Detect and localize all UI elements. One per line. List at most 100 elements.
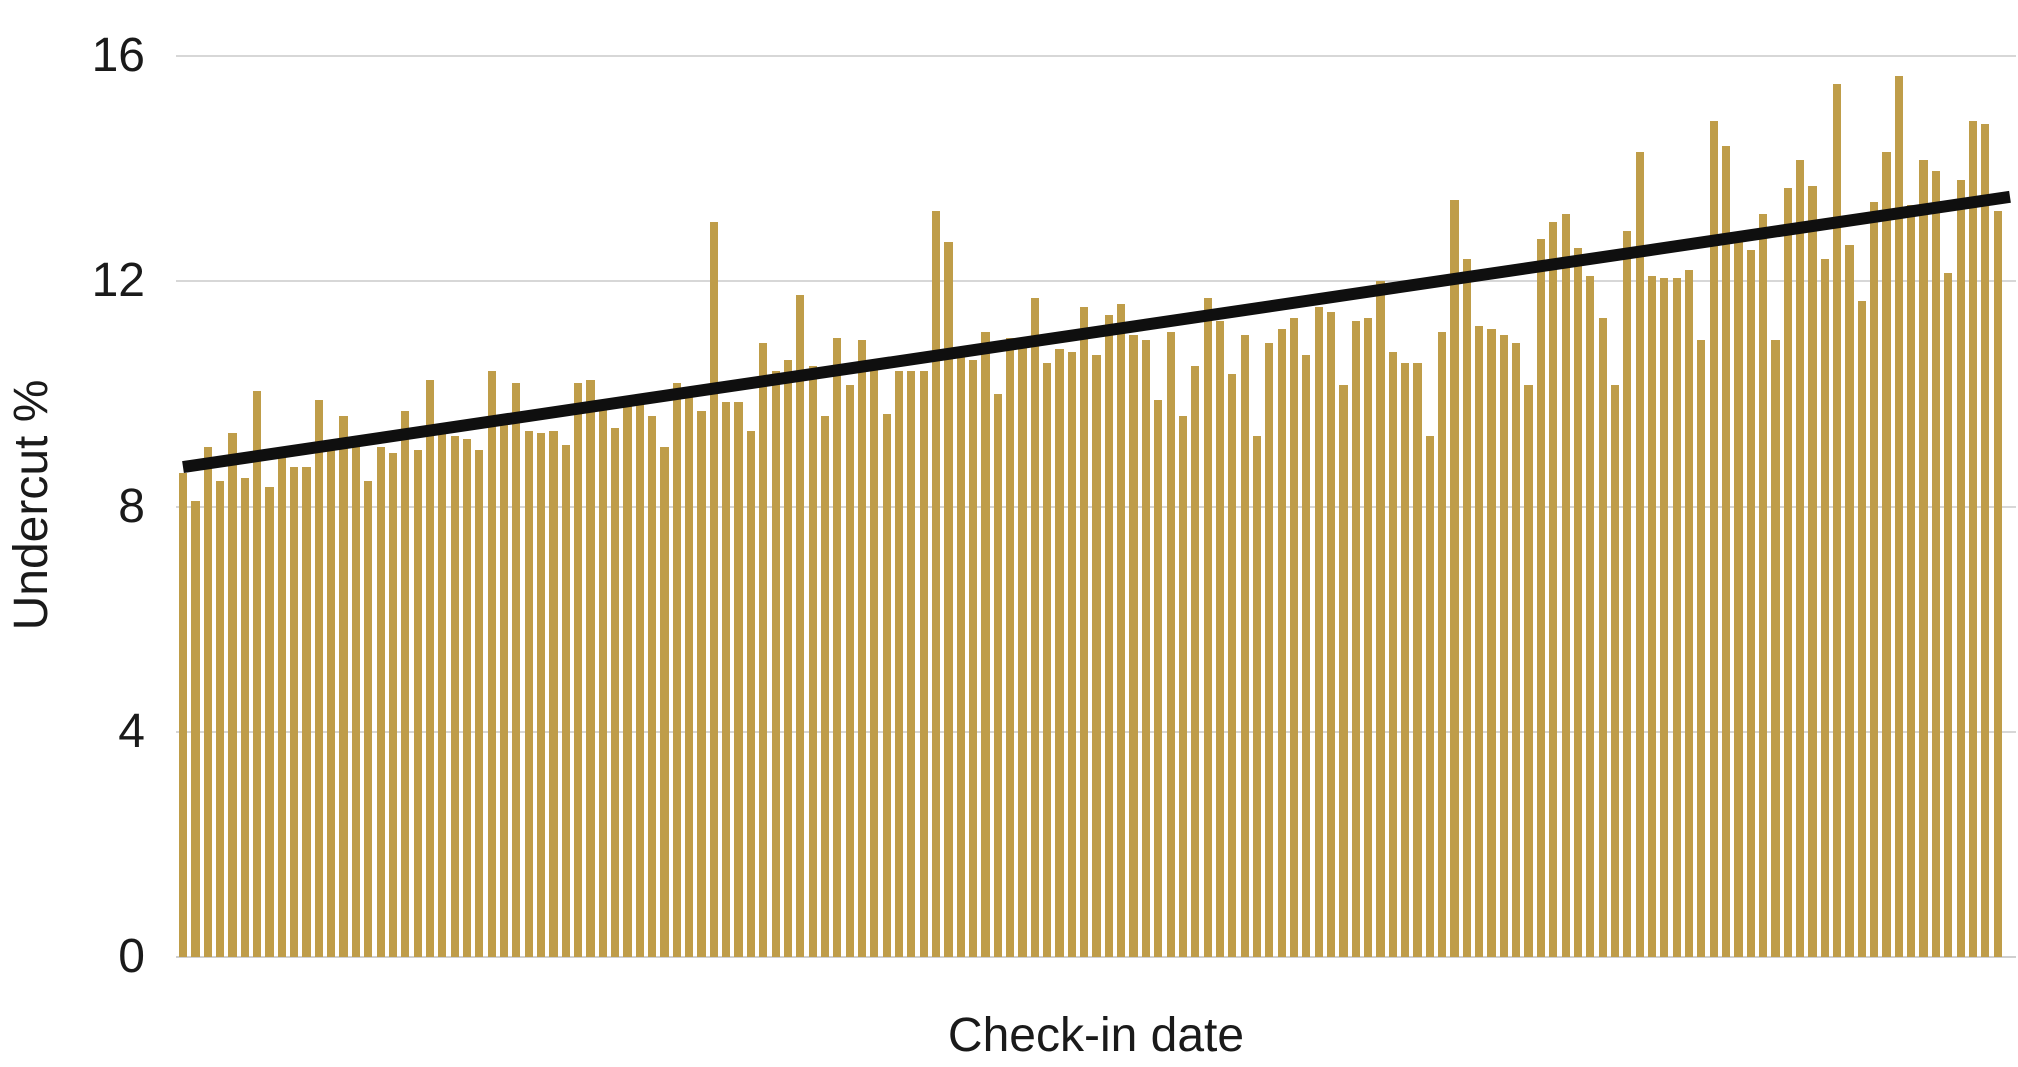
gridline <box>176 55 2016 57</box>
bar <box>253 391 262 957</box>
bar <box>549 430 558 957</box>
bar <box>1339 385 1348 957</box>
bar <box>660 447 669 957</box>
bar <box>969 360 978 957</box>
bar <box>1783 188 1792 957</box>
bar <box>919 371 928 957</box>
bar <box>1759 213 1768 957</box>
bar <box>425 379 435 957</box>
bar <box>499 416 509 957</box>
bar <box>870 360 879 957</box>
bar <box>1721 146 1731 957</box>
bar <box>327 447 336 957</box>
bar <box>1425 436 1434 957</box>
bar <box>1709 120 1718 957</box>
bar <box>1561 213 1570 957</box>
bar <box>1376 281 1385 957</box>
bar <box>1907 205 1916 957</box>
bar <box>1240 334 1249 957</box>
bar <box>376 447 385 957</box>
bar <box>1215 320 1225 957</box>
bar <box>1833 84 1842 957</box>
bar <box>561 444 570 957</box>
bar <box>574 382 583 957</box>
bar <box>401 410 410 957</box>
bar <box>1080 306 1089 957</box>
bar <box>1450 199 1459 957</box>
bar <box>438 427 447 957</box>
bar <box>611 427 620 957</box>
bar <box>1006 337 1015 957</box>
bar <box>290 467 299 957</box>
bar <box>1968 120 1978 957</box>
bar <box>1018 337 1027 957</box>
bar <box>1388 351 1397 957</box>
y-tick-label-4: 4 <box>118 704 145 758</box>
bar <box>598 399 607 957</box>
y-tick-label-8: 8 <box>118 479 145 533</box>
bar <box>894 371 904 957</box>
bar <box>1586 275 1595 957</box>
bar <box>462 438 472 957</box>
bar <box>771 371 780 957</box>
bar <box>734 402 743 957</box>
bar <box>857 340 867 957</box>
bar <box>191 500 200 957</box>
bar <box>931 210 941 957</box>
bar <box>536 433 546 957</box>
bar <box>512 382 521 957</box>
bar <box>1512 343 1521 957</box>
bar <box>1277 329 1286 957</box>
bar <box>1104 315 1113 957</box>
bar <box>1067 351 1076 957</box>
bar <box>314 399 323 957</box>
x-axis-line <box>176 956 2016 958</box>
bar <box>648 416 657 957</box>
bar <box>685 391 694 957</box>
bar <box>487 371 496 957</box>
bar <box>1524 385 1533 957</box>
bar <box>944 241 953 957</box>
bar <box>1536 239 1545 957</box>
bar <box>833 337 842 957</box>
bar <box>722 402 731 957</box>
bar <box>1894 75 1903 957</box>
bar <box>1981 123 1990 957</box>
bar <box>820 416 830 957</box>
bar <box>845 385 854 957</box>
y-tick-label-12: 12 <box>91 254 145 308</box>
bar-series <box>179 56 2002 957</box>
bar <box>240 478 249 957</box>
bar <box>1475 326 1484 957</box>
bar <box>1252 436 1262 957</box>
bar <box>1573 247 1583 957</box>
bar <box>586 379 595 957</box>
bar <box>1857 301 1866 957</box>
bar <box>1117 303 1126 957</box>
bar <box>1351 320 1360 957</box>
bar <box>672 382 681 957</box>
bar <box>364 481 373 957</box>
bar <box>450 436 459 957</box>
bar <box>1055 348 1064 957</box>
bar <box>1944 272 1953 957</box>
bar <box>1462 258 1471 957</box>
bar <box>1092 354 1101 957</box>
bar <box>1203 298 1212 957</box>
bar <box>1660 278 1669 957</box>
bar <box>1672 278 1681 957</box>
bar <box>1129 334 1138 957</box>
bar <box>1919 160 1928 957</box>
bar <box>907 371 916 957</box>
bar <box>1845 244 1854 957</box>
bar <box>265 486 274 957</box>
bar <box>697 410 706 957</box>
y-tick-label-16: 16 <box>91 29 145 82</box>
bar <box>216 481 225 957</box>
bar <box>1413 362 1422 957</box>
bar <box>1870 202 1879 957</box>
bar <box>228 433 237 957</box>
bar <box>993 393 1002 957</box>
bar <box>1178 416 1188 957</box>
